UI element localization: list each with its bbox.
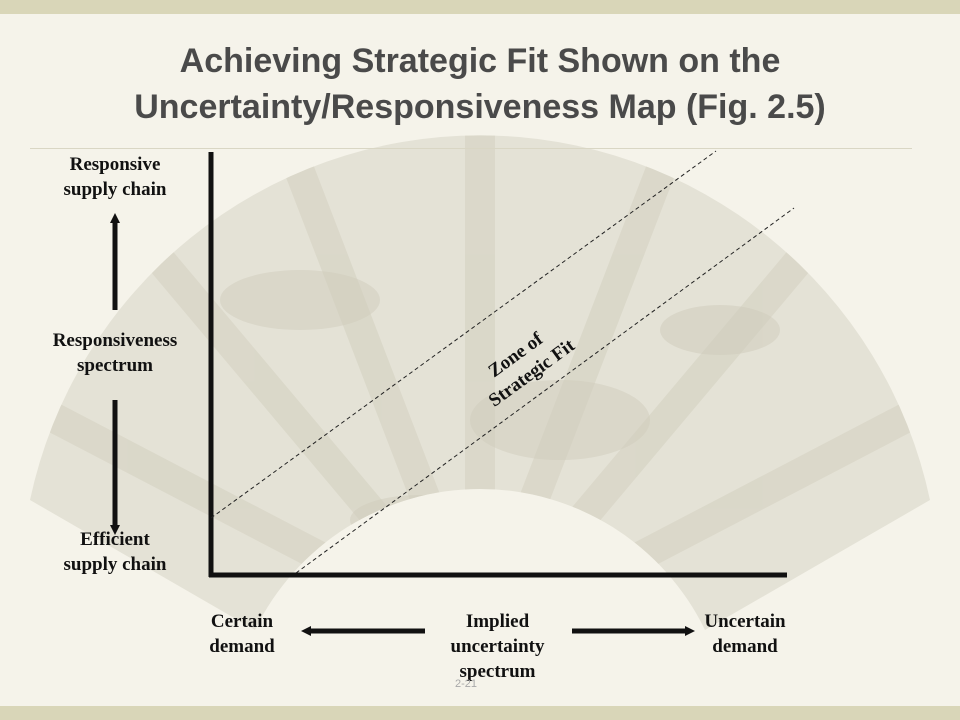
zone-upper-boundary — [210, 150, 717, 519]
implied-uncertainty-spectrum-label: Implied uncertainty spectrum — [420, 609, 575, 684]
top-border — [0, 0, 960, 14]
title-line-2: Uncertainty/Responsiveness Map (Fig. 2.5… — [134, 88, 826, 126]
uncertain-line-2: demand — [712, 636, 778, 657]
uncertain-demand-label: Uncertain demand — [680, 609, 810, 659]
responsiveness-line-1: Responsiveness — [52, 330, 178, 351]
responsiveness-line-2: spectrum — [77, 355, 153, 376]
implied-line-3: spectrum — [459, 661, 536, 682]
zone-lower-boundary — [295, 207, 795, 574]
responsive-line-1: Responsive — [69, 154, 161, 175]
efficient-supply-chain-label: Efficient supply chain — [30, 527, 200, 577]
bottom-border — [0, 706, 960, 720]
implied-line-2: uncertainty — [450, 636, 545, 657]
responsive-line-2: supply chain — [63, 179, 167, 200]
responsiveness-spectrum-label: Responsiveness spectrum — [20, 328, 210, 378]
efficient-line-1: Efficient — [80, 529, 150, 550]
title-line-1: Achieving Strategic Fit Shown on the — [179, 42, 781, 80]
uncertain-line-1: Uncertain — [704, 611, 786, 632]
certain-demand-label: Certain demand — [182, 609, 302, 659]
implied-line-1: Implied — [465, 611, 530, 632]
zone-label: Zone of Strategic Fit — [471, 315, 580, 411]
certain-line-2: demand — [209, 636, 275, 657]
title-divider — [30, 148, 912, 149]
responsive-supply-chain-label: Responsive supply chain — [30, 152, 200, 202]
efficient-line-2: supply chain — [63, 554, 167, 575]
slide-number: 2-21 — [455, 678, 478, 690]
slide-title: Achieving Strategic Fit Shown on the Unc… — [30, 38, 930, 130]
certain-line-1: Certain — [210, 611, 274, 632]
